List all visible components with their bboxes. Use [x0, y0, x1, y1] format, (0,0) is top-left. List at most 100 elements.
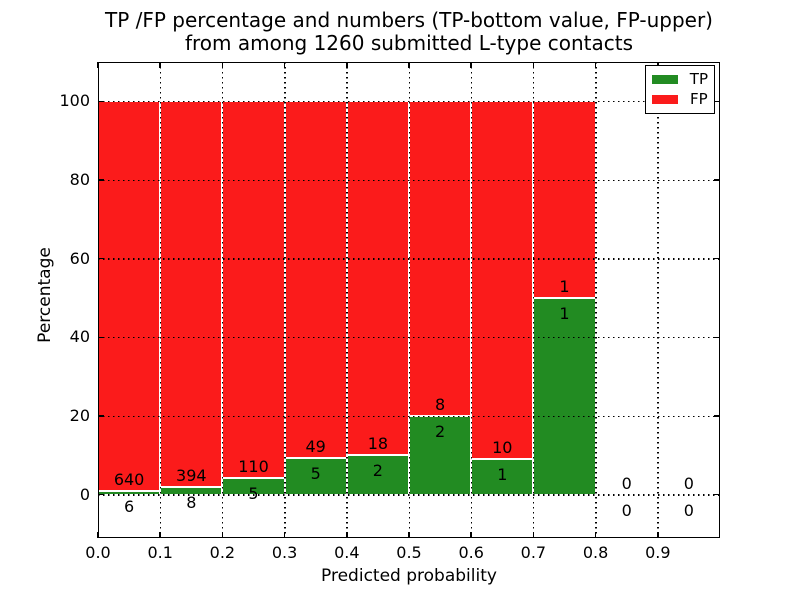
legend-item-tp: TP	[652, 69, 708, 88]
gridline-vertical	[284, 62, 286, 538]
fp-count-label: 0	[621, 473, 632, 493]
bar-segment-tp	[409, 416, 472, 495]
x-tick-mark-top	[221, 62, 224, 68]
tp-count-label: 6	[124, 497, 135, 517]
tp-count-label: 1	[497, 464, 508, 484]
x-tick-label: 0.2	[209, 543, 236, 562]
y-tick-label: 60	[69, 248, 90, 268]
tp-count-label: 1	[559, 304, 570, 324]
x-tick-label: 0.9	[645, 543, 671, 562]
tp-color-swatch	[652, 74, 678, 84]
fp-count-label: 49	[305, 437, 326, 457]
legend-label-tp: TP	[689, 69, 708, 88]
x-tick-mark-bottom	[408, 532, 410, 538]
x-tick-mark-top	[346, 62, 348, 68]
x-tick-mark-bottom	[594, 532, 597, 538]
bar-segment-fp	[284, 101, 347, 459]
x-tick-mark-bottom	[283, 532, 286, 538]
y-tick-mark-left	[98, 415, 104, 417]
x-tick-mark-top	[532, 62, 535, 68]
y-axis-label: Percentage	[35, 247, 55, 343]
x-tick-label: 0.8	[582, 543, 609, 562]
fp-count-label: 18	[367, 434, 389, 454]
bar-segment-fp	[471, 101, 534, 459]
bar-segment-tp	[471, 458, 534, 495]
y-tick-label: 80	[69, 170, 90, 190]
fp-count-label: 640	[113, 470, 145, 490]
x-tick-mark-bottom	[470, 532, 472, 538]
x-tick-mark-bottom	[97, 532, 99, 538]
y-tick-label: 100	[59, 91, 90, 111]
x-tick-mark-top	[470, 62, 472, 68]
x-tick-label: 0.3	[271, 543, 298, 562]
gridline-vertical	[470, 62, 473, 538]
bar-segment-fp	[346, 101, 409, 456]
legend-label-fp: FP	[690, 90, 708, 109]
x-tick-mark-top	[594, 62, 597, 68]
fp-count-label: 110	[238, 456, 269, 476]
gridline-vertical	[408, 62, 411, 538]
fp-count-label: 0	[683, 473, 694, 493]
y-tick-label: 40	[69, 327, 90, 347]
bar-segment-tp	[284, 458, 347, 495]
chart-title-line2: from among 1260 submitted L-type contact…	[184, 30, 634, 55]
gridline-vertical	[159, 62, 162, 538]
y-tick-mark-left	[98, 257, 104, 260]
tp-count-label: 5	[310, 464, 321, 484]
y-tick-mark-right	[714, 415, 720, 417]
x-tick-mark-bottom	[346, 532, 348, 538]
x-tick-mark-bottom	[159, 532, 161, 538]
x-tick-mark-top	[97, 62, 99, 68]
x-tick-label: 0.6	[458, 543, 484, 562]
bar-segment-fp	[533, 101, 596, 299]
chart-title: TP /FP percentage and numbers (TP-bottom…	[98, 9, 720, 54]
x-axis-label: Predicted probability	[321, 566, 497, 586]
y-tick-mark-right	[714, 179, 720, 181]
y-tick-mark-left	[98, 493, 104, 496]
legend-item-fp: FP	[652, 92, 708, 107]
bar-segment-fp	[222, 101, 285, 478]
y-tick-label: 20	[69, 406, 90, 426]
y-tick-mark-left	[98, 336, 104, 339]
y-tick-mark-left	[98, 100, 104, 103]
fp-count-label: 8	[435, 395, 446, 415]
y-tick-mark-right	[714, 493, 720, 496]
x-tick-label: 0.4	[334, 543, 360, 562]
x-tick-mark-top	[408, 62, 410, 68]
x-tick-mark-bottom	[657, 532, 659, 538]
bar-segment-fp	[98, 101, 161, 492]
gridline-vertical	[657, 62, 659, 538]
x-tick-label: 0.7	[520, 543, 547, 562]
fp-count-label: 1	[559, 277, 570, 297]
tp-count-label: 0	[683, 500, 694, 520]
tp-count-label: 8	[186, 492, 197, 512]
tp-count-label: 2	[372, 461, 383, 481]
tp-count-label: 0	[621, 500, 632, 520]
chart-title-line1: TP /FP percentage and numbers (TP-bottom…	[105, 8, 713, 32]
gridline-vertical	[532, 62, 535, 538]
bar-segment-tp	[533, 298, 596, 495]
tp-count-label: 2	[435, 422, 446, 442]
gridline-vertical	[595, 62, 597, 538]
fp-count-label: 10	[492, 437, 513, 457]
fp-color-swatch	[652, 95, 678, 105]
y-tick-mark-right	[714, 100, 720, 103]
tp-count-label: 5	[248, 483, 259, 503]
x-tick-mark-top	[283, 62, 286, 68]
y-tick-mark-left	[98, 179, 104, 181]
bar-segment-fp	[160, 101, 223, 487]
x-tick-label: 0.0	[85, 543, 111, 562]
gridline-vertical	[221, 62, 224, 538]
x-tick-label: 0.1	[147, 543, 173, 562]
y-tick-mark-right	[714, 336, 720, 339]
x-tick-mark-top	[159, 62, 161, 68]
legend: TP FP	[645, 65, 715, 114]
x-tick-mark-bottom	[221, 532, 224, 538]
x-tick-mark-bottom	[532, 532, 535, 538]
y-tick-label: 0	[79, 484, 90, 504]
gridline-vertical	[346, 62, 348, 538]
y-tick-mark-right	[714, 257, 720, 260]
fp-count-label: 394	[176, 465, 207, 485]
